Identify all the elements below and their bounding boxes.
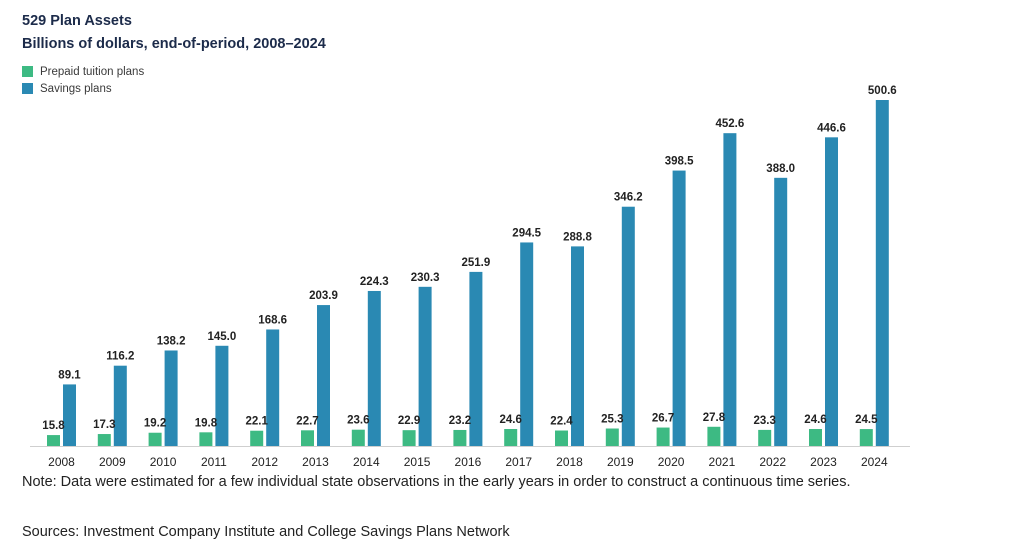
data-label-savings-2013: 203.9 — [309, 290, 338, 302]
data-label-prepaid-2019: 25.3 — [601, 414, 623, 426]
bar-prepaid-2010 — [148, 432, 162, 446]
data-label-savings-2023: 446.6 — [817, 122, 846, 134]
data-label-prepaid-2017: 24.6 — [500, 414, 522, 426]
x-tick-label-2014: 2014 — [353, 455, 380, 469]
x-tick-label-2011: 2011 — [201, 455, 227, 469]
data-label-prepaid-2022: 23.3 — [754, 415, 776, 427]
x-tick-label-2023: 2023 — [810, 455, 837, 469]
legend-item-savings: Savings plans — [22, 80, 144, 97]
data-label-prepaid-2024: 24.5 — [855, 414, 878, 426]
data-label-savings-2021: 452.6 — [716, 118, 745, 130]
bar-savings-2024 — [875, 100, 889, 446]
chart-subtitle: Billions of dollars, end-of-period, 2008… — [22, 36, 326, 52]
data-label-prepaid-2010: 19.2 — [144, 418, 166, 430]
data-label-savings-2024: 500.6 — [868, 85, 897, 97]
bar-prepaid-2013 — [301, 430, 314, 446]
x-tick-label-2018: 2018 — [556, 455, 583, 469]
bar-savings-2020 — [672, 170, 686, 446]
bar-prepaid-2018 — [555, 430, 568, 446]
x-tick-label-2010: 2010 — [150, 455, 177, 469]
footnote: Note: Data were estimated for a few indi… — [22, 474, 851, 490]
data-label-savings-2014: 224.3 — [360, 276, 389, 288]
legend-swatch-prepaid — [22, 66, 33, 77]
bar-savings-2016 — [469, 271, 483, 446]
bar-prepaid-2016 — [453, 429, 467, 446]
x-tick-label-2021: 2021 — [709, 455, 736, 469]
x-tick-label-2013: 2013 — [302, 455, 329, 469]
data-label-prepaid-2023: 24.6 — [804, 414, 826, 426]
data-label-savings-2018: 288.8 — [563, 231, 592, 243]
bar-savings-2014 — [367, 290, 381, 446]
bar-prepaid-2011 — [199, 432, 213, 446]
x-tick-label-2024: 2024 — [861, 455, 888, 469]
data-label-prepaid-2013: 22.7 — [296, 415, 318, 427]
data-label-prepaid-2018: 22.4 — [550, 416, 573, 428]
data-label-savings-2008: 89.1 — [58, 369, 81, 381]
bar-prepaid-2024 — [859, 429, 873, 446]
x-tick-label-2016: 2016 — [455, 455, 482, 469]
x-tick-label-2019: 2019 — [607, 455, 634, 469]
bar-savings-2017 — [520, 242, 534, 446]
data-label-savings-2022: 388.0 — [766, 163, 795, 175]
x-tick-label-2008: 2008 — [48, 455, 75, 469]
bar-prepaid-2012 — [250, 430, 264, 446]
bar-savings-2015 — [418, 286, 432, 446]
bar-savings-2013 — [317, 305, 330, 446]
data-label-prepaid-2011: 19.8 — [195, 417, 218, 429]
bar-savings-2012 — [266, 329, 280, 446]
data-label-savings-2009: 116.2 — [106, 351, 134, 363]
bar-prepaid-2009 — [97, 434, 111, 446]
bar-prepaid-2019 — [605, 428, 619, 446]
bar-prepaid-2015 — [402, 430, 416, 446]
bar-prepaid-2021 — [707, 426, 721, 446]
data-label-prepaid-2009: 17.3 — [93, 419, 115, 431]
bar-savings-2021 — [723, 133, 737, 446]
data-label-prepaid-2021: 27.8 — [703, 412, 726, 424]
x-tick-label-2020: 2020 — [658, 455, 685, 469]
x-tick-label-2022: 2022 — [759, 455, 786, 469]
bar-savings-2010 — [164, 350, 178, 446]
sources-line: Sources: Investment Company Institute an… — [22, 524, 510, 540]
legend-label-prepaid: Prepaid tuition plans — [40, 65, 145, 78]
bar-savings-2008 — [63, 384, 76, 446]
data-label-prepaid-2015: 22.9 — [398, 415, 420, 427]
bar-prepaid-2008 — [47, 435, 60, 446]
bar-prepaid-2023 — [809, 428, 822, 446]
data-label-prepaid-2016: 23.2 — [449, 415, 471, 427]
data-label-prepaid-2020: 26.7 — [652, 413, 674, 425]
bar-savings-2009 — [113, 365, 127, 446]
x-tick-label-2017: 2017 — [505, 455, 532, 469]
bar-savings-2018 — [571, 246, 584, 446]
data-label-prepaid-2008: 15.8 — [42, 420, 65, 432]
bar-savings-2011 — [215, 345, 229, 446]
data-label-prepaid-2012: 22.1 — [246, 416, 269, 428]
x-tick-label-2015: 2015 — [404, 455, 431, 469]
data-label-savings-2020: 398.5 — [665, 156, 694, 168]
x-tick-label-2009: 2009 — [99, 455, 126, 469]
legend-swatch-savings — [22, 83, 33, 94]
bar-savings-2023 — [825, 137, 838, 446]
data-label-savings-2010: 138.2 — [157, 335, 186, 347]
bar-prepaid-2017 — [504, 428, 518, 446]
bar-savings-2019 — [621, 206, 635, 446]
data-label-prepaid-2014: 23.6 — [347, 415, 369, 427]
x-tick-label-2012: 2012 — [251, 455, 278, 469]
legend-item-prepaid: Prepaid tuition plans — [22, 63, 144, 80]
data-label-savings-2012: 168.6 — [258, 314, 287, 326]
data-label-savings-2017: 294.5 — [512, 227, 541, 239]
bar-prepaid-2020 — [656, 427, 670, 446]
legend-label-savings: Savings plans — [40, 82, 112, 95]
data-label-savings-2019: 346.2 — [614, 192, 643, 204]
bar-prepaid-2022 — [758, 429, 772, 446]
chart-title: 529 Plan Assets — [22, 13, 132, 29]
legend: Prepaid tuition plans Savings plans — [22, 63, 144, 97]
bar-savings-2022 — [774, 177, 788, 446]
data-label-savings-2011: 145.0 — [208, 331, 237, 343]
data-label-savings-2015: 230.3 — [411, 272, 440, 284]
data-label-savings-2016: 251.9 — [462, 257, 491, 269]
bar-prepaid-2014 — [351, 429, 365, 446]
